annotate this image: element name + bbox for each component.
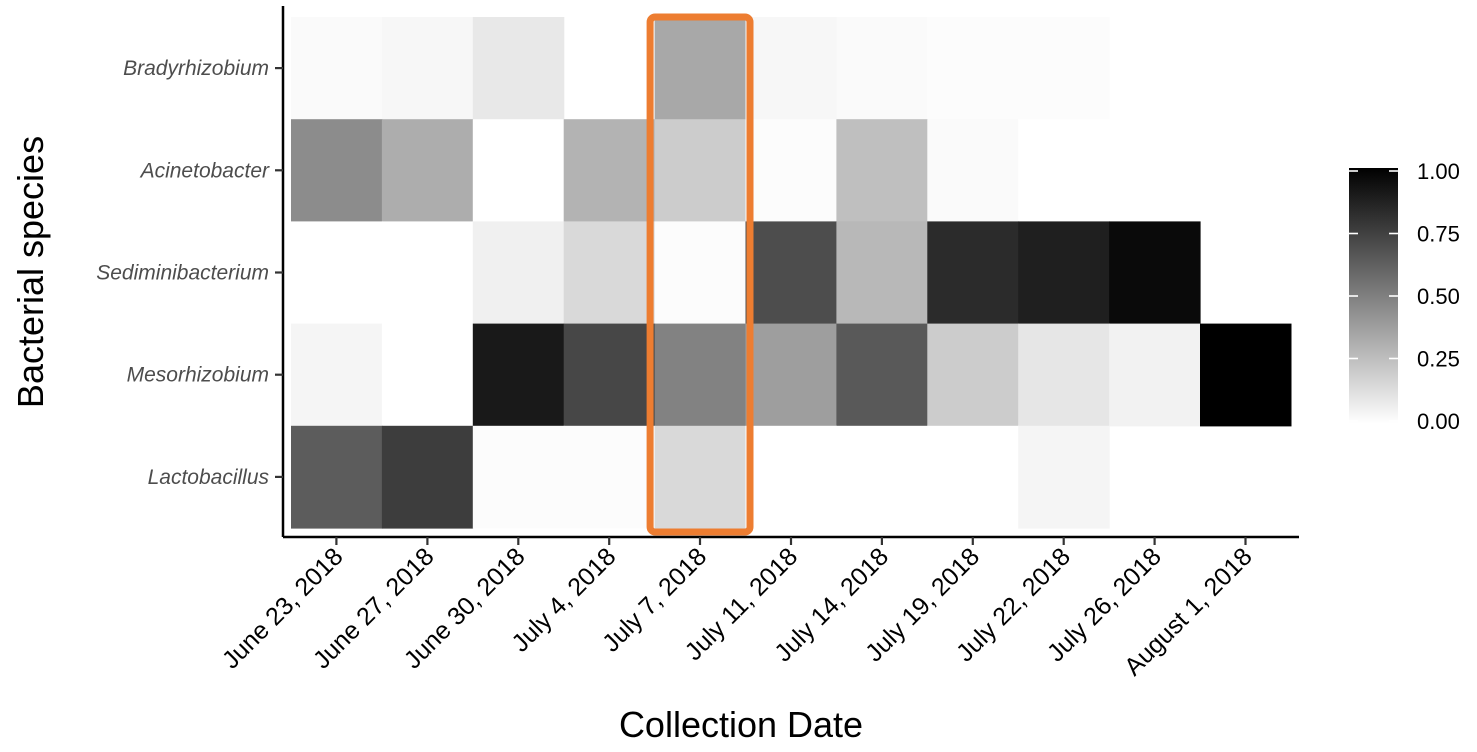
heatmap-cell-lactobacillus-july-11-2018 — [745, 425, 837, 529]
legend-tick-label: 1.00 — [1417, 159, 1460, 184]
y-tick-labels: Bradyrhizobium Acinetobacter Sediminibacte… — [96, 57, 283, 489]
legend-tick-label: 0.75 — [1417, 222, 1460, 247]
heatmap-cell-acinetobacter-july-11-2018 — [745, 119, 837, 222]
legend-tick-label: 0.50 — [1417, 284, 1460, 309]
heatmap-cell-mesorhizobium-july-22-2018 — [1018, 323, 1110, 427]
heatmap-cell-sediminibacterium-july-22-2018 — [1018, 221, 1110, 325]
legend-tick-label: 0.00 — [1417, 409, 1460, 434]
heatmap-cell-bradyrhizobium-june-30-2018 — [472, 17, 565, 120]
heatmap-cell-acinetobacter-july-22-2018 — [1018, 119, 1110, 222]
heatmap-cell-sediminibacterium-june-27-2018 — [381, 221, 474, 325]
heatmap-cell-acinetobacter-june-23-2018 — [291, 119, 383, 222]
y-tick-label-lactobacillus: Lactobacillus — [148, 466, 270, 489]
heatmap-cell-lactobacillus-july-22-2018 — [1018, 425, 1110, 529]
heatmap-cell-acinetobacter-june-27-2018 — [381, 119, 474, 222]
heatmap-cell-mesorhizobium-june-30-2018 — [472, 323, 565, 427]
heatmap-cell-acinetobacter-july-19-2018 — [927, 119, 1019, 222]
heatmap-cell-bradyrhizobium-june-27-2018 — [381, 17, 474, 120]
heatmap-cell-mesorhizobium-august-1-2018 — [1200, 323, 1292, 427]
heatmap-cell-bradyrhizobium-july-14-2018 — [836, 17, 928, 120]
heatmap-cell-bradyrhizobium-july-11-2018 — [745, 17, 837, 120]
heatmap-cell-sediminibacterium-july-11-2018 — [745, 221, 837, 325]
heatmap-cell-lactobacillus-june-30-2018 — [472, 425, 565, 529]
heatmap-cell-lactobacillus-july-7-2018 — [654, 425, 747, 529]
heatmap-cell-mesorhizobium-june-23-2018 — [291, 323, 383, 427]
heatmap-cell-mesorhizobium-july-4-2018 — [563, 323, 656, 427]
heatmap-cell-acinetobacter-july-7-2018 — [654, 119, 747, 222]
heatmap-cell-mesorhizobium-july-7-2018 — [654, 323, 747, 427]
y-tick-label-bradyrhizobium: Bradyrhizobium — [123, 57, 269, 80]
heatmap-cells — [291, 17, 1292, 529]
heatmap-cell-mesorhizobium-july-19-2018 — [927, 323, 1019, 427]
heatmap-cell-sediminibacterium-july-4-2018 — [563, 221, 656, 325]
heatmap-cell-lactobacillus-june-27-2018 — [381, 425, 474, 529]
heatmap-cell-acinetobacter-june-30-2018 — [472, 119, 565, 222]
legend-ticks: 1.00 0.75 0.50 0.25 0.00 — [1349, 159, 1460, 434]
y-tick-label-mesorhizobium: Mesorhizobium — [127, 364, 269, 387]
heatmap-cell-lactobacillus-june-23-2018 — [291, 425, 383, 529]
heatmap-cell-bradyrhizobium-june-23-2018 — [291, 17, 383, 120]
heatmap-cell-bradyrhizobium-july-7-2018 — [654, 17, 747, 120]
heatmap-cell-sediminibacterium-july-19-2018 — [927, 221, 1019, 325]
color-legend: 1.00 0.75 0.50 0.25 0.00 — [1349, 159, 1460, 434]
heatmap-cell-mesorhizobium-july-26-2018 — [1109, 323, 1201, 427]
highlight-box — [646, 13, 754, 536]
heatmap-cell-lactobacillus-july-4-2018 — [563, 425, 656, 529]
x-axis-title: Collection Date — [619, 704, 863, 745]
heatmap-cell-sediminibacterium-june-30-2018 — [472, 221, 565, 325]
heatmap-cell-bradyrhizobium-july-22-2018 — [1018, 17, 1110, 120]
heatmap-cell-bradyrhizobium-july-19-2018 — [927, 17, 1019, 120]
y-tick-label-sediminibacterium: Sediminibacterium — [96, 262, 269, 285]
heatmap-cell-mesorhizobium-july-11-2018 — [745, 323, 837, 427]
heatmap-cell-lactobacillus-july-14-2018 — [836, 425, 928, 529]
y-tick-label-acinetobacter: Acinetobacter — [139, 159, 270, 182]
heatmap-cell-sediminibacterium-june-23-2018 — [291, 221, 383, 325]
legend-tick-label: 0.25 — [1417, 347, 1460, 372]
heatmap-cell-mesorhizobium-july-14-2018 — [836, 323, 928, 427]
y-axis-title: Bacterial species — [10, 136, 51, 408]
heatmap-cell-acinetobacter-july-14-2018 — [836, 119, 928, 222]
heatmap-cell-sediminibacterium-july-26-2018 — [1109, 221, 1201, 325]
heatmap-cell-acinetobacter-july-4-2018 — [563, 119, 656, 222]
heatmap-cell-sediminibacterium-july-7-2018 — [654, 221, 747, 325]
heatmap-cell-mesorhizobium-june-27-2018 — [381, 323, 474, 427]
heatmap-cell-sediminibacterium-july-14-2018 — [836, 221, 928, 325]
heatmap-cell-lactobacillus-july-19-2018 — [927, 425, 1019, 529]
